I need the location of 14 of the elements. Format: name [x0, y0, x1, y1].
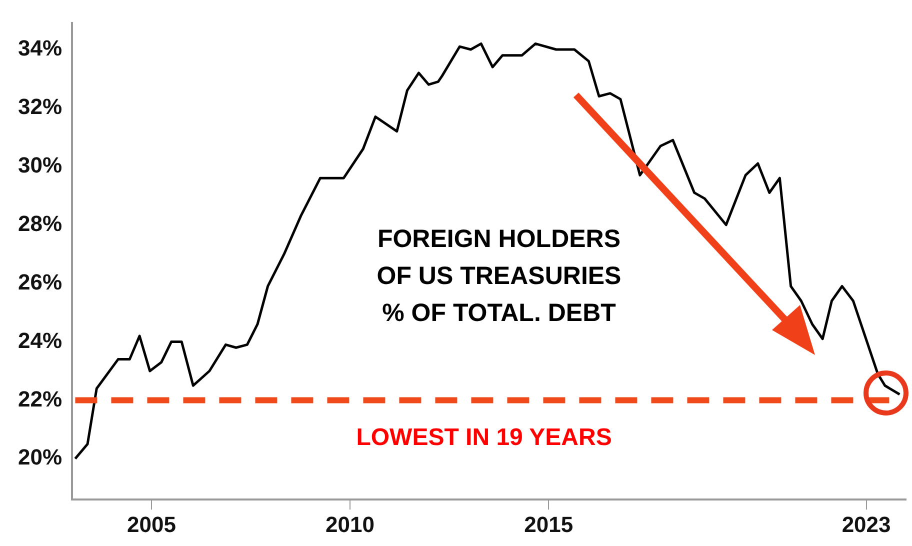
y-tick-label: 24% [18, 328, 62, 353]
ref-line-label: LOWEST IN 19 YEARS [356, 424, 612, 451]
y-tick-label: 30% [18, 152, 62, 178]
x-tick-label: 2010 [326, 512, 374, 537]
y-tick-label: 26% [18, 269, 62, 294]
x-tick-label: 2015 [524, 512, 574, 537]
x-tick-label: 2023 [842, 512, 891, 537]
y-tick-label: 34% [18, 36, 62, 61]
y-tick-label: 32% [18, 94, 62, 120]
y-tick-label: 28% [18, 210, 62, 236]
text: FOREIGN HOLDERS OF US TREASURIES % OF TOTAL. DEBT [376, 224, 622, 327]
x-tick-label: 2005 [126, 512, 176, 537]
y-tick-label: 22% [18, 386, 62, 412]
y-tick-label: 20% [18, 444, 62, 470]
